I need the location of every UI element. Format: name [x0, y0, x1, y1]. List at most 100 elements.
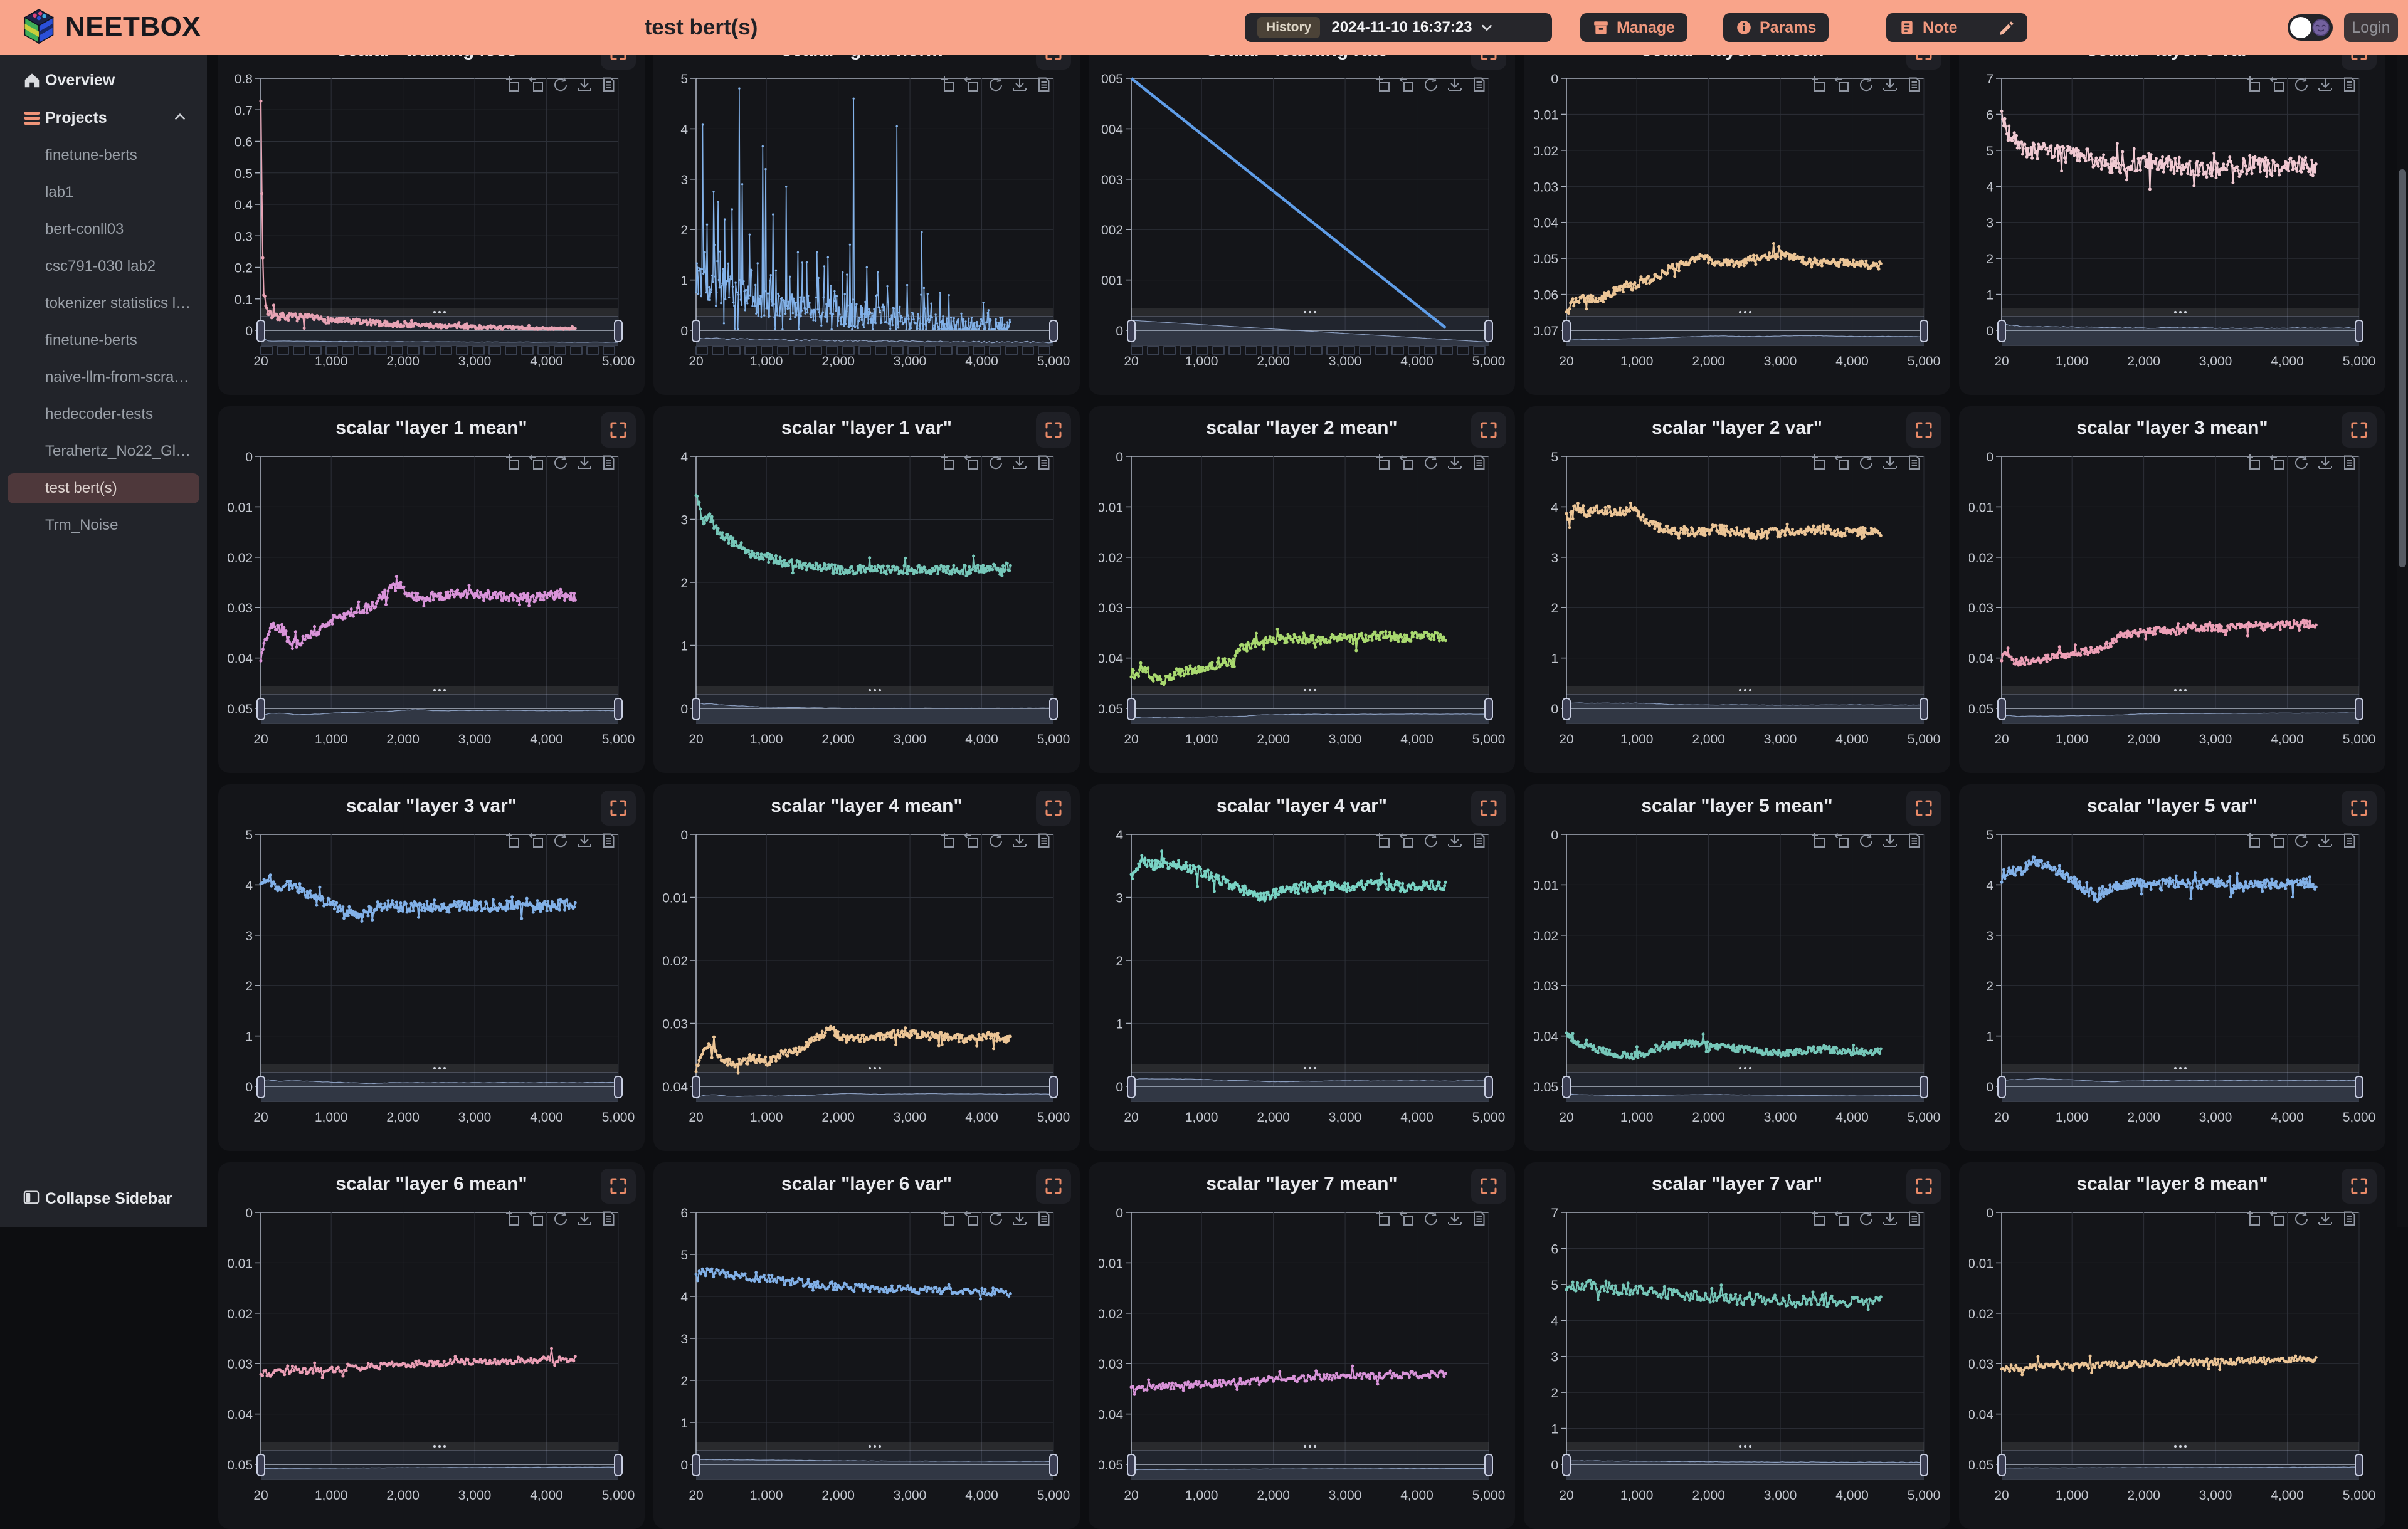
toolbox-zoom-reset-icon[interactable] — [964, 833, 978, 848]
toolbox-data-view-icon[interactable] — [1038, 833, 1050, 848]
toolbox-data-view-icon[interactable] — [1909, 1211, 1920, 1226]
toolbox-zoom-icon[interactable] — [941, 1211, 954, 1226]
sidebar-item-bert-conll03[interactable]: bert-conll03 — [8, 214, 199, 244]
datazoom-handle-left[interactable] — [1562, 1076, 1571, 1098]
toolbox-zoom-icon[interactable] — [2247, 454, 2260, 470]
datazoom-handle-left[interactable] — [1562, 320, 1571, 342]
datazoom-handle-left[interactable] — [692, 320, 700, 342]
toolbox-zoom-icon[interactable] — [941, 833, 954, 848]
datazoom-handle-right[interactable] — [1484, 1454, 1493, 1476]
datazoom-slider[interactable] — [695, 686, 1054, 724]
toolbox-save-image-icon[interactable] — [1013, 834, 1027, 847]
datazoom-handle-right[interactable] — [1049, 698, 1058, 720]
toolbox-save-image-icon[interactable] — [2318, 1212, 2332, 1225]
toolbox-zoom-icon[interactable] — [1812, 1211, 1825, 1226]
datazoom-slider[interactable] — [1131, 308, 1489, 355]
sidebar-item-terahertz-no22-gl261-gl[interactable]: Terahertz_No22_Gl261_gl... — [8, 436, 199, 466]
toolbox-restore-icon[interactable] — [990, 1211, 1002, 1226]
datazoom-handle-left[interactable] — [256, 320, 265, 342]
sidebar-item-test-bert-s[interactable]: test bert(s) — [8, 473, 199, 503]
toolbox-zoom-icon[interactable] — [1376, 833, 1390, 848]
toolbox-restore-icon[interactable] — [554, 77, 567, 92]
sidebar-item-trm-noise[interactable]: Trm_Noise — [8, 510, 199, 540]
toolbox-data-view-icon[interactable] — [1909, 455, 1920, 470]
params-button[interactable]: Params — [1723, 13, 1829, 42]
datazoom-handle-right[interactable] — [614, 698, 623, 720]
datazoom-slider[interactable] — [1566, 1442, 1925, 1480]
datazoom-handle-right[interactable] — [1049, 1076, 1058, 1098]
toolbox-save-image-icon[interactable] — [578, 78, 591, 91]
toolbox-restore-icon[interactable] — [1860, 833, 1872, 848]
fullscreen-button[interactable] — [2342, 791, 2377, 826]
toolbox-save-image-icon[interactable] — [2318, 456, 2332, 469]
toolbox-zoom-reset-icon[interactable] — [2269, 1211, 2284, 1226]
datazoom-handle-left[interactable] — [1562, 698, 1571, 720]
toolbox-data-view-icon[interactable] — [1038, 1211, 1050, 1226]
fullscreen-button[interactable] — [1906, 412, 1941, 448]
toolbox-restore-icon[interactable] — [1425, 1211, 1437, 1226]
toolbox-zoom-reset-icon[interactable] — [964, 1211, 978, 1226]
toolbox-restore-icon[interactable] — [2295, 77, 2308, 92]
toolbox-save-image-icon[interactable] — [1883, 834, 1897, 847]
toolbox-save-image-icon[interactable] — [1013, 456, 1027, 469]
toolbox-restore-icon[interactable] — [554, 1211, 567, 1226]
chart-canvas[interactable]: 5 4 3 2 1 020 1,000 2,000 3,000 4,000 5,000 — [228, 824, 635, 1138]
chart-canvas[interactable]: 5 4 3 2 1 020 1,000 2,000 3,000 4,000 5,000 — [663, 68, 1070, 382]
sidebar-item-tokenizer-statistics-llama[interactable]: tokenizer statistics llama... — [8, 288, 199, 318]
toolbox-zoom-reset-icon[interactable] — [529, 833, 543, 848]
toolbox-restore-icon[interactable] — [990, 77, 1002, 92]
toolbox-zoom-icon[interactable] — [506, 1211, 519, 1226]
toolbox-restore-icon[interactable] — [990, 833, 1002, 848]
toolbox-data-view-icon[interactable] — [603, 833, 615, 848]
login-button[interactable]: Login — [2344, 13, 2398, 42]
datazoom-slider[interactable] — [1131, 1442, 1489, 1480]
collapse-sidebar-button[interactable]: Collapse Sidebar — [0, 1184, 207, 1214]
chart-canvas[interactable]: 5 4 3 2 1 020 1,000 2,000 3,000 4,000 5,000 — [1969, 824, 2375, 1138]
chart-canvas[interactable]: 7 6 5 4 3 2 1 020 1,000 2,000 3,000 4,000 5,000 — [1534, 1202, 1940, 1516]
fullscreen-button[interactable] — [2342, 1169, 2377, 1204]
datazoom-handle-right[interactable] — [614, 320, 623, 342]
datazoom-handle-left[interactable] — [1562, 1454, 1571, 1476]
datazoom-slider[interactable] — [1566, 308, 1925, 346]
toolbox-zoom-icon[interactable] — [506, 454, 519, 470]
toolbox-zoom-reset-icon[interactable] — [964, 454, 978, 470]
theme-toggle[interactable] — [2288, 14, 2333, 41]
toolbox-save-image-icon[interactable] — [2318, 834, 2332, 847]
toolbox-restore-icon[interactable] — [990, 455, 1002, 470]
toolbox-zoom-reset-icon[interactable] — [2269, 454, 2284, 470]
toolbox-zoom-reset-icon[interactable] — [529, 454, 543, 470]
toolbox-save-image-icon[interactable] — [1448, 1212, 1462, 1225]
toolbox-data-view-icon[interactable] — [1909, 77, 1920, 92]
toolbox-restore-icon[interactable] — [554, 833, 567, 848]
toolbox-data-view-icon[interactable] — [1038, 455, 1050, 470]
toolbox-zoom-icon[interactable] — [2247, 833, 2260, 848]
datazoom-handle-right[interactable] — [2355, 698, 2363, 720]
datazoom-slider[interactable] — [260, 1064, 618, 1102]
sidebar-item-lab1[interactable]: lab1 — [8, 177, 199, 208]
toolbox-data-view-icon[interactable] — [1474, 1211, 1485, 1226]
toolbox-restore-icon[interactable] — [1425, 455, 1437, 470]
toolbox-zoom-icon[interactable] — [941, 454, 954, 470]
toolbox-zoom-icon[interactable] — [1812, 454, 1825, 470]
datazoom-handle-right[interactable] — [1920, 1454, 1928, 1476]
datazoom-handle-right[interactable] — [1920, 698, 1928, 720]
sidebar-item-finetune-berts[interactable]: finetune-berts — [8, 325, 199, 355]
toolbox-zoom-icon[interactable] — [1376, 454, 1390, 470]
toolbox-zoom-icon[interactable] — [2247, 1211, 2260, 1226]
toolbox-zoom-reset-icon[interactable] — [1834, 1211, 1849, 1226]
datazoom-handle-left[interactable] — [1997, 320, 2006, 342]
toolbox-zoom-reset-icon[interactable] — [1834, 833, 1849, 848]
note-button[interactable]: Note — [1886, 13, 1970, 42]
chart-canvas[interactable]: 0.8 0.7 0.6 0.5 0.4 0.3 0.2 0.1 020 1,000 2,000 3,0… — [228, 68, 635, 382]
datazoom-handle-right[interactable] — [1484, 698, 1493, 720]
sidebar-item-projects[interactable]: Projects — [0, 103, 207, 133]
sidebar-item-hedecoder-tests[interactable]: hedecoder-tests — [8, 399, 199, 429]
datazoom-handle-right[interactable] — [2355, 1454, 2363, 1476]
fullscreen-button[interactable] — [1036, 412, 1071, 448]
datazoom-slider[interactable] — [260, 686, 619, 724]
toolbox-restore-icon[interactable] — [1860, 455, 1872, 470]
